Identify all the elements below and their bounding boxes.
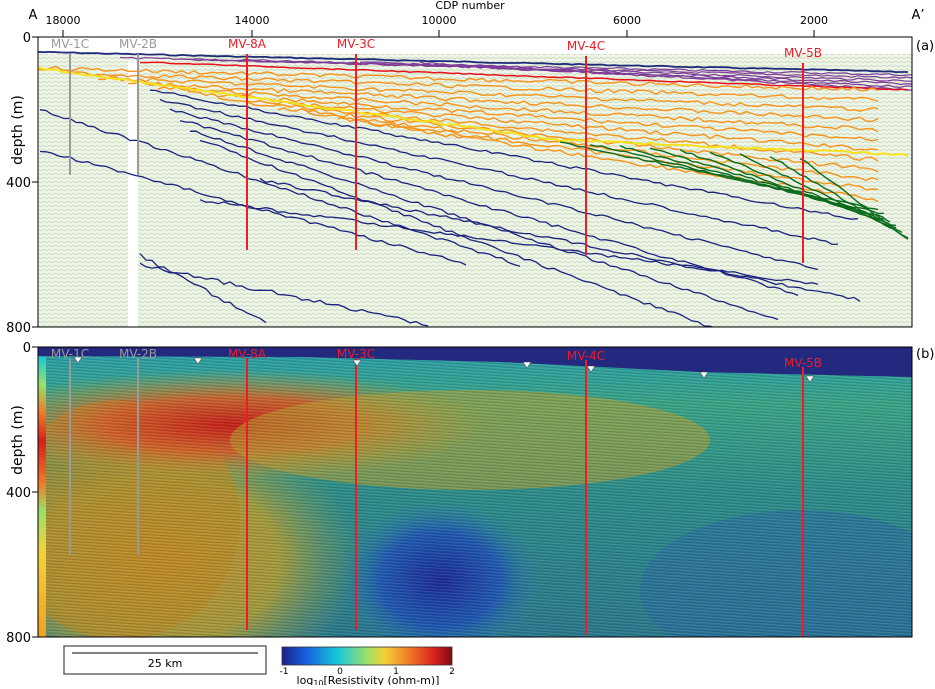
panel-b: MV-1C MV-2B MV-8A MV-3C MV-4C MV-5B	[38, 347, 912, 637]
colorbar-tick-label: 1	[393, 667, 399, 677]
well-label: MV-3C	[337, 347, 375, 361]
blue-horizon	[199, 139, 715, 327]
y-axis-title-a: depth (m)	[10, 95, 26, 165]
blue-horizon	[39, 150, 467, 266]
y-tick-label: 800	[6, 321, 31, 336]
x-tick-label: 2000	[800, 14, 828, 27]
well-label: MV-1C	[51, 347, 89, 361]
purple-horizon	[299, 60, 912, 86]
purple-horizon	[419, 61, 912, 91]
orange-horizon	[67, 70, 879, 102]
orange-horizon	[247, 101, 879, 162]
blue-horizon	[139, 253, 267, 324]
well-label: MV-2B	[119, 37, 157, 51]
well-label: MV-5B	[784, 46, 822, 60]
well-label: MV-4C	[567, 39, 605, 53]
seafloor-marker-icon	[193, 357, 203, 365]
well-label: MV-4C	[567, 349, 605, 363]
green-horizon	[649, 147, 891, 223]
colorbar-label: log10[Resistivity (ohm-m)]	[297, 674, 440, 685]
data-gap	[128, 60, 138, 327]
x-tick-label: 6000	[613, 14, 641, 27]
blue-horizon	[179, 120, 799, 297]
colorbar: -1 0 1 2 log10[Resistivity (ohm-m)]	[280, 646, 455, 688]
blue-horizon	[139, 262, 429, 327]
well-label: MV-8A	[228, 347, 267, 361]
y-tick-label: 800	[6, 631, 31, 646]
yellow-horizon	[38, 66, 561, 142]
panel-label-a: (a)	[916, 39, 934, 54]
orange-horizon	[97, 76, 879, 112]
orange-horizon	[127, 80, 879, 123]
colorbar-tick-label: -1	[280, 667, 289, 677]
y-axis-title-b: depth (m)	[10, 405, 26, 475]
purple-horizon	[359, 61, 912, 89]
seafloor-marker-icon	[586, 365, 596, 373]
blue-horizon	[199, 199, 819, 285]
blue-horizon	[159, 98, 839, 246]
blue-horizon	[169, 108, 819, 271]
seafloor-horizon	[38, 50, 908, 74]
y-tick-label: 0	[23, 341, 31, 356]
colorbar-tick-label: 0	[337, 667, 343, 677]
orange-horizon	[157, 86, 879, 133]
y-tick-label: 400	[6, 486, 31, 501]
well-label: MV-5B	[784, 356, 822, 370]
seafloor-marker-icon	[352, 359, 362, 367]
colorbar-ramp	[281, 646, 453, 666]
panel-a: MV-1C MV-2B MV-8A MV-3C MV-4C MV-5B (a)	[37, 36, 934, 328]
seafloor-marker-icon	[73, 356, 83, 364]
well-label: MV-3C	[337, 37, 375, 51]
scale-bar-label: 25 km	[148, 657, 183, 670]
x-axis-title: CDP number	[435, 0, 505, 12]
blue-horizon	[259, 178, 861, 302]
water-column	[38, 347, 912, 377]
green-horizon	[769, 156, 909, 239]
end-label-right: A’	[911, 8, 924, 23]
y-tick-label: 400	[6, 176, 31, 191]
seafloor-marker-icon	[805, 375, 815, 383]
panel-label-b: (b)	[916, 347, 934, 362]
colorbar-tick-label: 2	[449, 667, 455, 677]
orange-horizon	[38, 65, 879, 92]
seafloor-marker-icon	[699, 371, 709, 379]
orange-horizon	[307, 111, 879, 182]
red-horizon	[139, 61, 909, 91]
x-tick-label: 18000	[46, 14, 81, 27]
blue-horizon	[149, 89, 859, 220]
orange-horizon	[187, 91, 879, 142]
end-label-left: A	[29, 8, 38, 23]
seafloor-marker-icon	[522, 361, 532, 369]
well-label: MV-8A	[228, 37, 267, 51]
y-tick-label: 0	[23, 31, 31, 46]
x-tick-label: 10000	[422, 14, 457, 27]
blue-horizon	[39, 109, 521, 267]
blue-horizon	[189, 130, 779, 321]
yellow-horizon	[559, 139, 909, 157]
green-horizon	[799, 158, 909, 240]
x-tick-label: 14000	[235, 14, 270, 27]
well-label: MV-2B	[119, 347, 157, 361]
well-label: MV-1C	[51, 37, 89, 51]
scale-bar: 25 km	[63, 645, 267, 675]
